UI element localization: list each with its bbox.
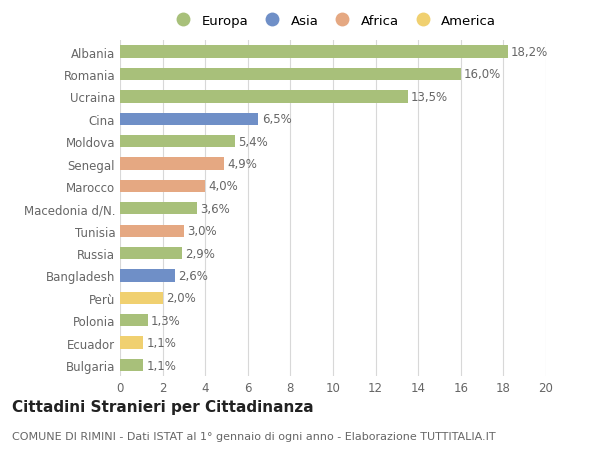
Legend: Europa, Asia, Africa, America: Europa, Asia, Africa, America [166, 11, 500, 32]
Text: 2,9%: 2,9% [185, 247, 215, 260]
Bar [120, 91, 407, 103]
Text: 13,5%: 13,5% [411, 91, 448, 104]
Text: 4,0%: 4,0% [208, 180, 238, 193]
Bar [120, 136, 235, 148]
Bar [120, 203, 197, 215]
Bar [120, 180, 205, 193]
Bar [120, 359, 143, 371]
Bar [120, 158, 224, 170]
Bar [120, 69, 461, 81]
Text: 3,0%: 3,0% [187, 225, 217, 238]
Text: 1,1%: 1,1% [146, 359, 176, 372]
Bar [120, 292, 163, 304]
Bar [120, 113, 259, 126]
Bar [120, 225, 184, 237]
Text: 6,5%: 6,5% [262, 113, 292, 126]
Bar [120, 337, 143, 349]
Text: 2,0%: 2,0% [166, 292, 196, 305]
Text: Cittadini Stranieri per Cittadinanza: Cittadini Stranieri per Cittadinanza [12, 399, 314, 414]
Text: 1,1%: 1,1% [146, 336, 176, 349]
Bar [120, 247, 182, 260]
Bar [120, 314, 148, 327]
Text: 16,0%: 16,0% [464, 68, 501, 81]
Text: 2,6%: 2,6% [179, 269, 208, 282]
Text: 5,4%: 5,4% [238, 135, 268, 148]
Text: 3,6%: 3,6% [200, 202, 230, 215]
Text: 18,2%: 18,2% [511, 46, 548, 59]
Bar [120, 270, 175, 282]
Text: COMUNE DI RIMINI - Dati ISTAT al 1° gennaio di ogni anno - Elaborazione TUTTITAL: COMUNE DI RIMINI - Dati ISTAT al 1° genn… [12, 431, 496, 442]
Bar [120, 46, 508, 59]
Text: 1,3%: 1,3% [151, 314, 181, 327]
Text: 4,9%: 4,9% [227, 158, 257, 171]
